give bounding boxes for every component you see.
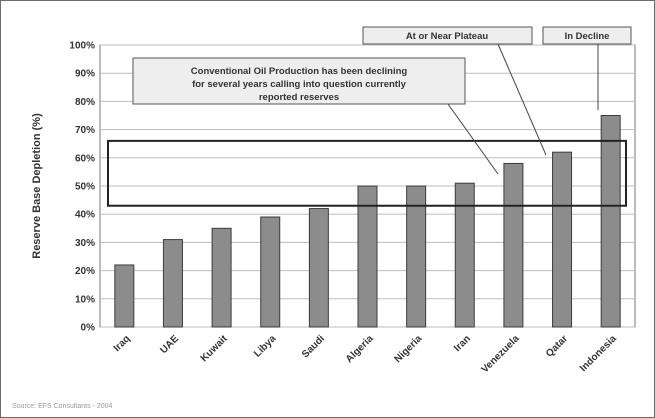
- decline-label: In Decline: [565, 31, 610, 42]
- y-tick-label: 90%: [75, 69, 95, 80]
- bar-iran: [454, 182, 475, 328]
- y-axis-label: Reserve Base Depletion (%): [31, 113, 43, 259]
- highlight-band: [107, 139, 627, 207]
- bars: [114, 115, 621, 328]
- category-label: Algeria: [344, 333, 376, 365]
- y-tick-label: 100%: [69, 41, 95, 52]
- y-tick-label: 60%: [75, 153, 95, 164]
- category-label: Libya: [252, 333, 279, 360]
- source-note: Source: EFS Consultants - 2004: [12, 403, 112, 410]
- y-tick-label: 20%: [75, 266, 95, 277]
- category-label: Kuwait: [199, 333, 230, 364]
- category-label: Iraq: [112, 333, 133, 354]
- y-tick-labels: 0% 10% 20% 30% 40% 50% 60% 70% 80% 90% 100%: [69, 41, 95, 334]
- category-label: Venezuela: [480, 333, 522, 375]
- category-label: Nigeria: [393, 333, 425, 365]
- bar-saudi: [308, 208, 329, 328]
- category-label: Qatar: [544, 333, 570, 359]
- bar-algeria: [357, 185, 378, 328]
- bar-qatar: [552, 151, 573, 328]
- callout-arrow: [447, 103, 499, 175]
- bar-kuwait: [211, 227, 232, 328]
- bar-uae: [162, 239, 183, 328]
- y-tick-label: 40%: [75, 210, 95, 221]
- y-tick-label: 80%: [75, 97, 95, 108]
- plateau-arrow: [497, 43, 547, 156]
- bar-iraq: [114, 264, 135, 328]
- category-label: Iran: [452, 333, 473, 354]
- callout-line-3: reported reserves: [259, 92, 339, 103]
- category-label: Indonesia: [578, 333, 619, 374]
- y-tick-label: 0%: [81, 323, 96, 334]
- category-label: UAE: [158, 333, 181, 356]
- bar-nigeria: [406, 185, 427, 328]
- bar-indonesia: [600, 115, 621, 328]
- category-labels: Iraq UAE Kuwait Libya Saudi Algeria Nigeria Ira…: [112, 333, 619, 375]
- category-label: Saudi: [300, 333, 327, 360]
- y-tick-label: 10%: [75, 294, 95, 305]
- y-tick-label: 70%: [75, 125, 95, 136]
- plateau-label-box: [362, 26, 533, 45]
- callout-line-2: for several years calling into question …: [192, 79, 407, 90]
- y-tick-label: 50%: [75, 182, 95, 193]
- bar-venezuela: [503, 162, 524, 328]
- callout-box: [132, 57, 466, 105]
- decline-label-box: [542, 26, 632, 45]
- bar-libya: [260, 216, 281, 328]
- plateau-label: At or Near Plateau: [406, 31, 489, 42]
- y-tick-label: 30%: [75, 238, 95, 249]
- callout-line-1: Conventional Oil Production has been dec…: [191, 66, 408, 77]
